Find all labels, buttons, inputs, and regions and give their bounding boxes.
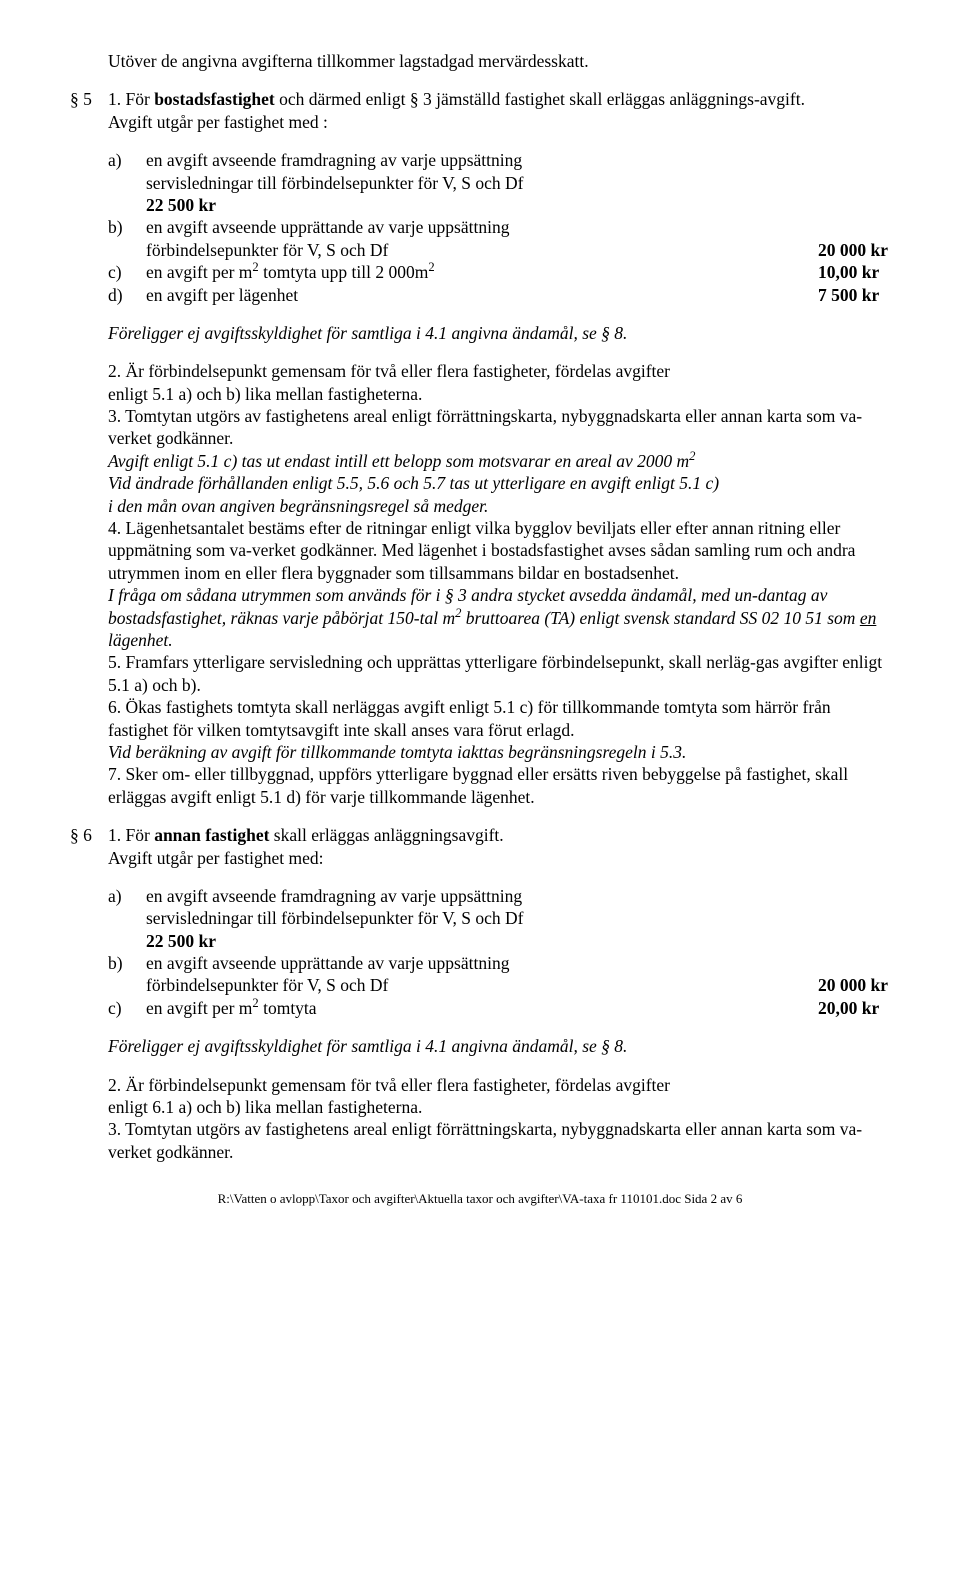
s5-it5a-t: Avgift enligt 5.1 c) tas ut endast intil…: [108, 451, 689, 471]
s6-item-c: c) en avgift per m2 tomtyta 20,00 kr: [108, 997, 928, 1019]
s5-p3a: 2. Är förbindelsepunkt gemensam för två …: [108, 360, 890, 382]
s6-c-ta: en avgift per m: [146, 998, 252, 1018]
s5-p1-c: och därmed enligt § 3 jämställd fastighe…: [275, 89, 805, 109]
s5-c-text: en avgift per m 2 tomtyta upp till 2 000m…: [146, 261, 818, 283]
s6-item-a: a) en avgift avseende framdragning av va…: [108, 885, 928, 952]
s5-b-text: en avgift avseende upprättande av varje …: [146, 216, 818, 261]
s5-it7c: lägenhet.: [108, 630, 173, 650]
s5-item-d: d) en avgift per lägenhet 7 500 kr: [108, 284, 928, 306]
s5-p1-b: bostadsfastighet: [154, 89, 275, 109]
s5-fee-list: a) en avgift avseende framdragning av va…: [108, 149, 928, 306]
s5-d-letter: d): [108, 284, 146, 306]
s5-a-l3: 22 500 kr: [146, 194, 818, 216]
section-5-label: § 5: [70, 88, 108, 110]
s5-a-l2: servisledningar till förbindelsepunkter …: [146, 172, 818, 194]
s5-c-letter: c): [108, 261, 146, 283]
s5-p2: Avgift utgår per fastighet med :: [108, 111, 890, 133]
intro-line: Utöver de angivna avgifterna tillkommer …: [108, 50, 890, 72]
s5-p1: 1. För bostadsfastighet och därmed enlig…: [108, 88, 890, 110]
s5-c-ta: en avgift per m: [146, 262, 252, 282]
section-5-body: 1. För bostadsfastighet och därmed enlig…: [108, 88, 890, 149]
s6-item-b: b) en avgift avseende upprättande av var…: [108, 952, 928, 997]
s5-b-l1: en avgift avseende upprättande av varje …: [146, 216, 818, 238]
s6-p1-b: annan fastighet: [154, 825, 269, 845]
s5-italic1: Föreligger ej avgiftsskyldighet för samt…: [108, 322, 890, 344]
s6-a-letter: a): [108, 885, 146, 952]
s5-d-amount: 7 500 kr: [818, 284, 928, 306]
s5-p8: 5. Framfars ytterligare servisledning oc…: [108, 651, 890, 696]
s5-c-amount: 10,00 kr: [818, 261, 928, 283]
s6-p3b: enligt 6.1 a) och b) lika mellan fastigh…: [108, 1096, 890, 1118]
s5-it5c: i den mån ovan angiven begränsningsregel…: [108, 495, 890, 517]
s6-fee-list: a) en avgift avseende framdragning av va…: [108, 885, 928, 1019]
s5-c-tb: tomtyta upp till 2 000m: [259, 262, 429, 282]
s6-b-letter: b): [108, 952, 146, 997]
section-6: § 6 1. För annan fastighet skall erlägga…: [70, 824, 890, 885]
s6-p2: Avgift utgår per fastighet med:: [108, 847, 890, 869]
s5-p4: 3. Tomtytan utgörs av fastighetens areal…: [108, 405, 890, 450]
s5-p11: 7. Sker om- eller tillbyggnad, uppförs y…: [108, 763, 890, 808]
s5-b-amount: 20 000 kr: [818, 239, 928, 261]
s6-a-l1: en avgift avseende framdragning av varje…: [146, 885, 818, 907]
s6-b-l1: en avgift avseende upprättande av varje …: [146, 952, 818, 974]
section-6-label: § 6: [70, 824, 108, 846]
s5-it5a: Avgift enligt 5.1 c) tas ut endast intil…: [108, 450, 890, 472]
s6-p3a: 2. Är förbindelsepunkt gemensam för två …: [108, 1074, 890, 1096]
s5-p1-a: För: [126, 89, 155, 109]
section-6-body: 1. För annan fastighet skall erläggas an…: [108, 824, 890, 885]
s5-it7: I fråga om sådana utrymmen som används f…: [108, 584, 890, 651]
s5-it7b: bruttoarea (TA) enligt svensk standard S…: [461, 608, 859, 628]
s5-item-b: b) en avgift avseende upprättande av var…: [108, 216, 928, 261]
section-5: § 5 1. För bostadsfastighet och därmed e…: [70, 88, 890, 149]
s5-b-letter: b): [108, 216, 146, 261]
s6-p1: 1. För annan fastighet skall erläggas an…: [108, 824, 890, 846]
s6-b-l2: förbindelsepunkter för V, S och Df: [146, 974, 818, 996]
s5-a-text: en avgift avseende framdragning av varje…: [146, 149, 818, 216]
s5-c-sup2: 2: [428, 260, 434, 274]
s5-a-letter: a): [108, 149, 146, 216]
s5-p9: 6. Ökas fastighets tomtyta skall nerlägg…: [108, 696, 890, 741]
s6-c-letter: c): [108, 997, 146, 1019]
s5-p6: 4. Lägenhetsantalet bestäms efter de rit…: [108, 517, 890, 584]
s6-b-text: en avgift avseende upprättande av varje …: [146, 952, 818, 997]
s6-c-amount: 20,00 kr: [818, 997, 928, 1019]
s5-p3b: enligt 5.1 a) och b) lika mellan fastigh…: [108, 383, 890, 405]
s5-a-l1: en avgift avseende framdragning av varje…: [146, 149, 818, 171]
s5-d-text: en avgift per lägenhet: [146, 284, 818, 306]
s6-c-tb: tomtyta: [259, 998, 317, 1018]
s6-p4: 3. Tomtytan utgörs av fastighetens areal…: [108, 1118, 890, 1163]
s6-a-l2: servisledningar till förbindelsepunkter …: [146, 907, 818, 929]
s5-item-c: c) en avgift per m 2 tomtyta upp till 2 0…: [108, 261, 928, 283]
s5-item-a: a) en avgift avseende framdragning av va…: [108, 149, 928, 216]
s6-italic1: Föreligger ej avgiftsskyldighet för samt…: [108, 1035, 890, 1057]
s6-p1-a: 1. För: [108, 825, 154, 845]
page-footer: R:\Vatten o avlopp\Taxor och avgifter\Ak…: [70, 1191, 890, 1208]
s5-it10: Vid beräkning av avgift för tillkommande…: [108, 741, 890, 763]
s5-it5b: Vid ändrade förhållanden enligt 5.5, 5.6…: [108, 472, 890, 494]
s6-c-text: en avgift per m2 tomtyta: [146, 997, 818, 1019]
s6-a-text: en avgift avseende framdragning av varje…: [146, 885, 818, 952]
s6-a-l3: 22 500 kr: [146, 930, 818, 952]
s6-b-amount: 20 000 kr: [818, 974, 928, 996]
s6-p1-c: skall erläggas anläggningsavgift.: [269, 825, 503, 845]
s5-b-l2: förbindelsepunkter för V, S och Df: [146, 239, 818, 261]
s5-it7u: en: [860, 608, 877, 628]
s5-it5a-sup: 2: [689, 449, 695, 463]
s5-p1-num: 1.: [108, 89, 121, 109]
